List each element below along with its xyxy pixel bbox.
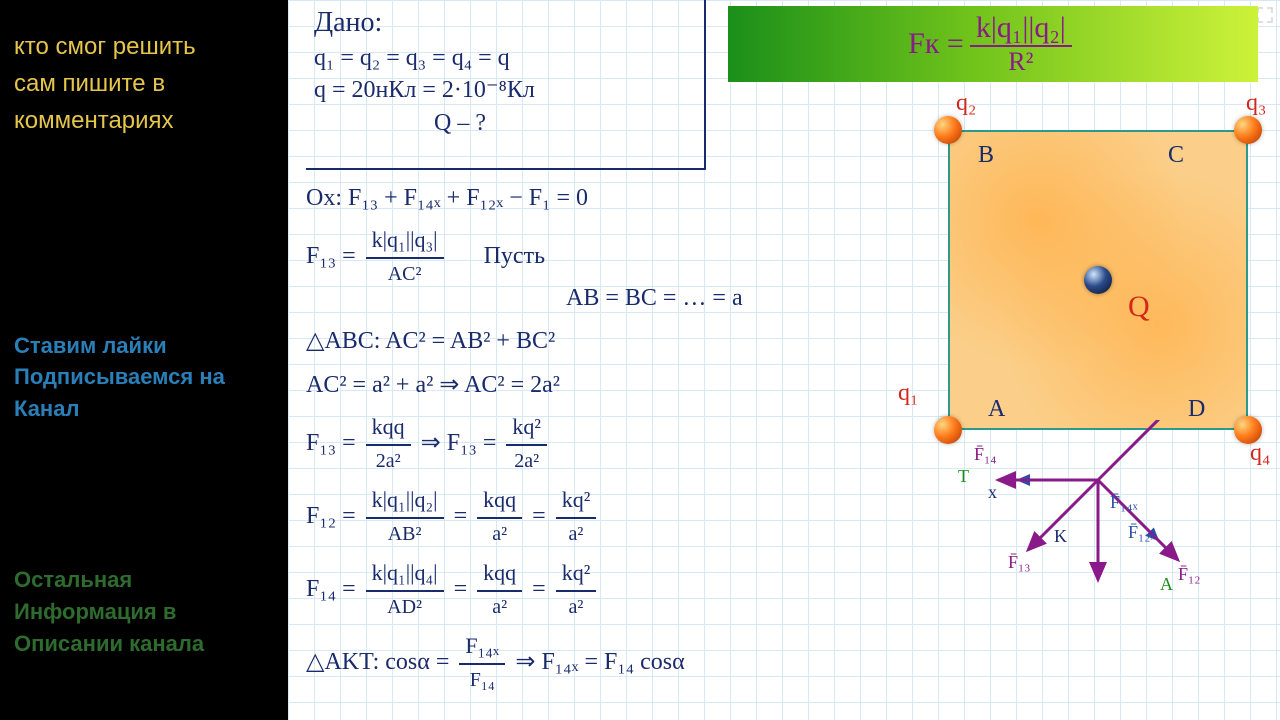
work-row: AC² = a² + a² ⇒ AC² = 2a² (306, 367, 946, 404)
work-row: Ox: F₁₃ + F₁₄ₓ + F₁₂ₓ − F₁ = 0 (306, 180, 946, 217)
whiteboard-canvas: Fк = k|q₁||q₂| R² Дано: q₁ = q₂ = q₃ = q… (288, 0, 1280, 720)
force-vectors: x F̄₁ F̄₁₄ F̄₁₃ F̄₁₂ F̄₁₄ₓ F̄₁₂ₓ T K A (928, 420, 1268, 680)
sidebar-line: Ставим лайки (14, 330, 274, 362)
formula-denominator: R² (1002, 47, 1039, 77)
given-line: Q – ? (314, 107, 696, 139)
sidebar-line: Подписываемся на (14, 361, 274, 393)
corner-charge (1234, 116, 1262, 144)
label-B: B (978, 142, 994, 169)
sidebar-line: кто смог решить (14, 28, 274, 65)
formula-lhs: Fк = (908, 27, 964, 61)
label-q1: q₁ (898, 380, 918, 407)
given-title: Дано: (314, 4, 696, 42)
label-Q: Q (1128, 290, 1150, 324)
given-box: Дано: q₁ = q₂ = q₃ = q₄ = q q = 20нКл = … (306, 0, 706, 170)
charge-square-diagram: q₂ q₃ q₁ q₄ B C A D Q (928, 110, 1268, 450)
sidebar-bottom-text: Остальная Информация в Описании канала (14, 564, 274, 660)
label-F14: F̄₁₄ (974, 444, 997, 464)
sidebar-line: сам пишите в (14, 65, 274, 102)
formula-fraction: k|q₁||q₂| R² (970, 11, 1072, 77)
expand-icon[interactable] (1256, 6, 1274, 24)
sidebar-line: комментариях (14, 102, 274, 139)
center-charge (1084, 266, 1112, 294)
work-row: F₁₃ = kqq2a² ⇒ F₁₃ = kq²2a² (306, 410, 946, 477)
label-q2: q₂ (956, 90, 976, 117)
svg-text:x: x (988, 482, 997, 502)
given-line: q₁ = q₂ = q₃ = q₄ = q (314, 42, 696, 74)
label-q3: q₃ (1246, 90, 1266, 117)
derivation-text: Ox: F₁₃ + F₁₄ₓ + F₁₂ₓ − F₁ = 0 F₁₃ = k|q… (306, 180, 946, 702)
work-row: △ABC: AC² = AB² + BC² (306, 323, 946, 360)
label-D: D (1188, 396, 1205, 423)
label-A: A (1160, 574, 1173, 594)
sidebar-line: Канал (14, 393, 274, 425)
label-T: T (958, 466, 969, 486)
label-K: K (1054, 526, 1067, 546)
work-row: △AKT: cosα = F₁₄ₓF₁₄ ⇒ F₁₄ₓ = F₁₄ cosα (306, 629, 946, 696)
corner-charge (934, 116, 962, 144)
formula-numerator: k|q₁||q₂| (970, 11, 1072, 47)
sidebar-top-text: кто смог решить сам пишите в комментария… (14, 28, 274, 140)
label-F13: F̄₁₃ (1008, 552, 1031, 572)
sidebar-line: Описании канала (14, 628, 274, 660)
sidebar-mid-text: Ставим лайки Подписываемся на Канал (14, 330, 274, 426)
label-F12: F̄₁₂ (1178, 564, 1201, 584)
work-row: F₁₂ = k|q₁||q₂|AB² = kqqa² = kq²a² (306, 483, 946, 550)
coulomb-law-banner: Fк = k|q₁||q₂| R² (728, 6, 1258, 82)
sidebar-line: Остальная (14, 564, 274, 596)
label-A: A (988, 396, 1005, 423)
label-F12x: F̄₁₂ₓ (1128, 522, 1157, 542)
work-row: F₁₄ = k|q₁||q₄|AD² = kqqa² = kq²a² (306, 556, 946, 623)
label-F14x: F̄₁₄ₓ (1110, 492, 1139, 512)
label-C: C (1168, 142, 1184, 169)
sidebar: кто смог решить сам пишите в комментария… (0, 0, 288, 720)
sidebar-line: Информация в (14, 596, 274, 628)
given-line: q = 20нКл = 2·10⁻⁸Кл (314, 74, 696, 106)
